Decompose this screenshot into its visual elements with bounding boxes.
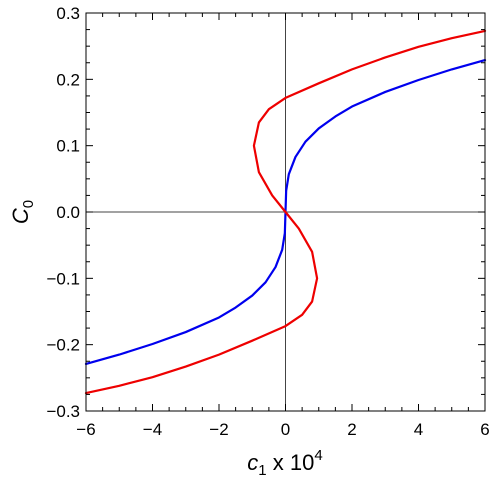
y-tick-label: −0.2: [46, 336, 80, 355]
y-tick-label: −0.1: [46, 269, 80, 288]
y-tick-label: 0.1: [56, 137, 80, 156]
x-tick-label: 0: [281, 420, 290, 439]
x-tick-label: −6: [76, 420, 95, 439]
x-tick-label: 4: [414, 420, 423, 439]
x-tick-label: 2: [347, 420, 356, 439]
y-axis-title: C0: [8, 200, 37, 224]
x-tick-label: −4: [143, 420, 162, 439]
axes-layer: −6 −4 −2 0 2 4 6 −0.3 −0.2 −0.1 0.0 0.1 0.2 0.3: [46, 4, 489, 439]
x-tick-label: −2: [209, 420, 228, 439]
y-tick-label: −0.3: [46, 402, 80, 421]
y-tick-label: 0.0: [56, 203, 80, 222]
series-line-2: [84, 29, 487, 395]
plot-layer: [84, 13, 487, 411]
y-tick-label: 0.3: [56, 4, 80, 23]
y-tick-label: 0.2: [56, 70, 80, 89]
x-axis-title: c1 x 104: [247, 447, 322, 479]
x-tick-label: 6: [480, 420, 489, 439]
